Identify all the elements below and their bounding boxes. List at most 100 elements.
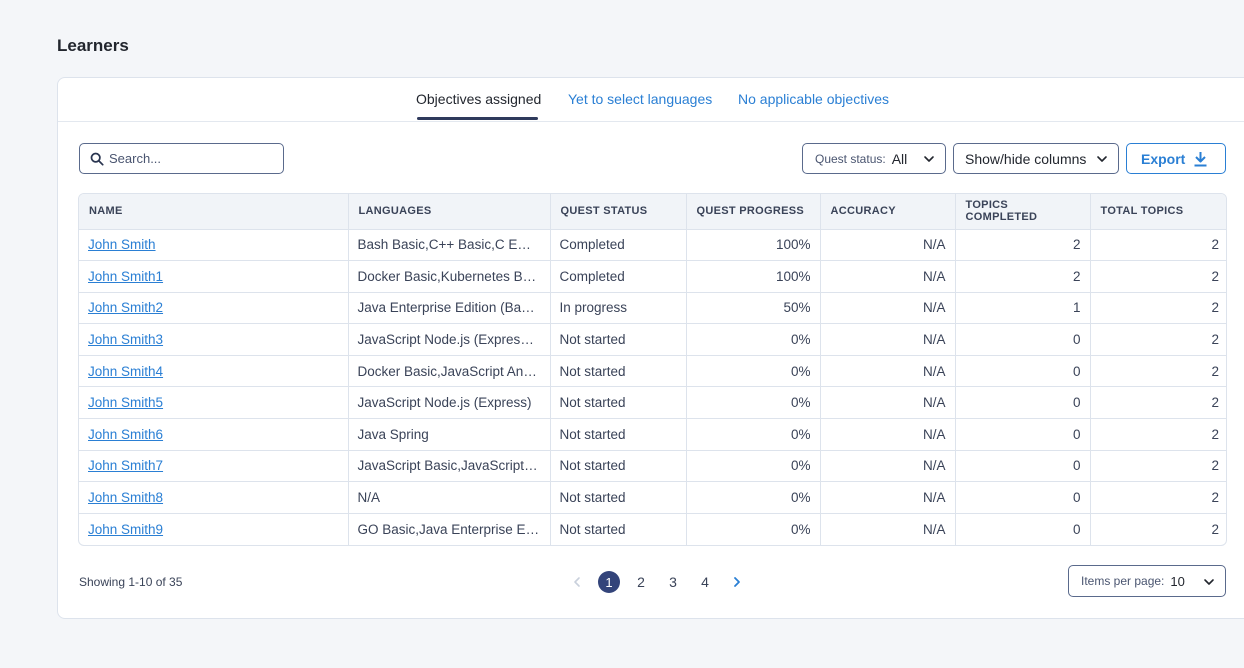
cell-languages: Java Enterprise Edition (Basic) [348, 292, 551, 325]
table-row[interactable]: John Smith3 JavaScript Node.js (Express),… [79, 323, 1226, 356]
cell-languages: JavaScript Node.js (Express) [348, 386, 551, 420]
tab-bar: Objectives assigned Yet to select langua… [58, 78, 1244, 122]
learner-name-link[interactable]: John Smith1 [88, 268, 164, 284]
export-label: Export [1141, 150, 1186, 167]
learner-name-link[interactable]: John Smith5 [88, 395, 164, 411]
table-row[interactable]: John Smith4 Docker Basic,JavaScript Angul… [79, 355, 1226, 388]
quest-status-select[interactable]: Quest status: All [802, 143, 946, 174]
cell-name: John Smith8 [79, 481, 349, 514]
table-row[interactable]: John Smith Bash Basic,C++ Basic,C Embedde… [79, 229, 1226, 262]
page-button-1[interactable]: 1 [598, 571, 620, 593]
cell-total-topics: 2 [1090, 260, 1226, 293]
cell-total-topics: 2 [1090, 323, 1226, 356]
cell-languages: Java Spring [348, 418, 551, 451]
chevron-right-icon [734, 577, 740, 587]
cell-total-topics: 2 [1090, 386, 1226, 420]
tab-yet-to-select-languages[interactable]: Yet to select languages [568, 91, 713, 107]
export-button[interactable]: Export [1126, 143, 1226, 174]
table-row[interactable]: John Smith9 GO Basic,Java Enterprise Edit… [79, 513, 1226, 545]
learner-name-link[interactable]: John Smith4 [88, 363, 164, 379]
cell-languages: GO Basic,Java Enterprise Edition [348, 513, 551, 545]
cell-accuracy: N/A [820, 418, 956, 451]
cell-accuracy: N/A [820, 513, 956, 545]
page-button-2[interactable]: 2 [637, 574, 645, 590]
chevron-down-icon [1204, 579, 1214, 585]
show-hide-columns-select[interactable]: Show/hide columns [953, 143, 1119, 174]
column-header-total-topics[interactable]: TOTAL TOPICS [1090, 194, 1226, 230]
cell-quest-progress: 0% [686, 481, 821, 514]
cell-accuracy: N/A [820, 481, 956, 514]
cell-total-topics: 2 [1090, 450, 1226, 483]
search-icon [90, 152, 104, 166]
column-header-topics-completed[interactable]: TOPICS COMPLETED [955, 194, 1091, 230]
search-input[interactable] [109, 151, 279, 166]
cell-total-topics: 2 [1090, 355, 1226, 388]
page-button-3[interactable]: 3 [669, 574, 677, 590]
cell-quest-progress: 0% [686, 355, 821, 388]
cell-languages: JavaScript Basic,JavaScript Node.js [348, 450, 551, 483]
items-per-page-select[interactable]: Items per page: 10 [1068, 565, 1226, 597]
cell-languages: N/A [348, 481, 551, 514]
next-page-button[interactable] [726, 571, 748, 593]
items-per-page-value: 10 [1170, 573, 1185, 589]
learner-name-link[interactable]: John Smith8 [88, 490, 164, 506]
cell-topics-completed: 0 [955, 418, 1091, 451]
cell-quest-progress: 0% [686, 450, 821, 483]
tab-no-applicable-objectives[interactable]: No applicable objectives [738, 91, 889, 107]
show-hide-columns-label: Show/hide columns [965, 150, 1087, 167]
cell-name: John Smith7 [79, 450, 349, 483]
search-box[interactable] [79, 143, 284, 174]
cell-quest-progress: 0% [686, 513, 821, 545]
cell-accuracy: N/A [820, 292, 956, 325]
cell-topics-completed: 0 [955, 386, 1091, 420]
cell-name: John Smith1 [79, 260, 349, 293]
cell-quest-progress: 0% [686, 323, 821, 356]
quest-status-label: Quest status: [815, 151, 886, 166]
previous-page-button[interactable] [566, 571, 588, 593]
cell-quest-status: Not started [550, 481, 687, 514]
column-header-accuracy[interactable]: ACCURACY [820, 194, 956, 230]
cell-languages: JavaScript Node.js (Express),JavaScript [348, 323, 551, 356]
cell-name: John Smith9 [79, 513, 349, 545]
learner-name-link[interactable]: John Smith [88, 237, 156, 253]
cell-accuracy: N/A [820, 450, 956, 483]
learner-name-link[interactable]: John Smith3 [88, 332, 164, 348]
cell-total-topics: 2 [1211, 521, 1219, 537]
tab-objectives-assigned[interactable]: Objectives assigned [416, 91, 542, 107]
cell-quest-status: Not started [550, 323, 687, 356]
table-row[interactable]: John Smith5 JavaScript Node.js (Express) N… [79, 386, 1226, 420]
learner-name-link[interactable]: John Smith6 [88, 426, 164, 442]
column-header-quest-status[interactable]: QUEST STATUS [550, 194, 687, 230]
table-row[interactable]: John Smith8 N/A Not started 0% N/A 0 2 [79, 481, 1226, 514]
page-button-4[interactable]: 4 [701, 574, 709, 590]
column-header-name[interactable]: NAME [79, 194, 349, 230]
cell-quest-status: Not started [550, 355, 687, 388]
cell-accuracy: N/A [820, 229, 956, 262]
cell-topics-completed: 0 [955, 323, 1091, 356]
cell-quest-status: Completed [550, 260, 687, 293]
cell-quest-status: Not started [550, 513, 687, 545]
cell-quest-progress: 0% [686, 418, 821, 451]
cell-quest-progress: 100% [686, 260, 821, 293]
cell-name: John Smith6 [79, 418, 349, 451]
cell-topics-completed: 0 [955, 355, 1091, 388]
table-row[interactable]: John Smith1 Docker Basic,Kubernetes Basic… [79, 260, 1226, 293]
cell-topics-completed: 0 [955, 450, 1091, 483]
cell-topics-completed: 2 [955, 260, 1091, 293]
cell-topics-completed: 0 [955, 481, 1091, 514]
cell-total-topics: 2 [1090, 481, 1226, 514]
table-row[interactable]: John Smith6 Java Spring Not started 0% N/A 0 2 [79, 418, 1226, 451]
chevron-down-icon [1097, 156, 1107, 162]
column-header-quest-progress[interactable]: QUEST PROGRESS [686, 194, 821, 230]
column-header-languages[interactable]: LANGUAGES [348, 194, 551, 230]
table-row[interactable]: John Smith2 Java Enterprise Edition (Basi… [79, 292, 1226, 325]
learner-name-link[interactable]: John Smith7 [88, 458, 164, 474]
cell-topics-completed: 1 [955, 292, 1091, 325]
learner-name-link[interactable]: John Smith2 [88, 300, 164, 316]
cell-total-topics: 2 [1090, 418, 1226, 451]
cell-languages: Bash Basic,C++ Basic,C Embedded [348, 229, 551, 262]
cell-languages: Docker Basic,Kubernetes Basic [348, 260, 551, 293]
cell-quest-progress: 100% [686, 229, 821, 262]
learner-name-link[interactable]: John Smith9 [88, 521, 164, 537]
table-row[interactable]: John Smith7 JavaScript Basic,JavaScript N… [79, 450, 1226, 483]
